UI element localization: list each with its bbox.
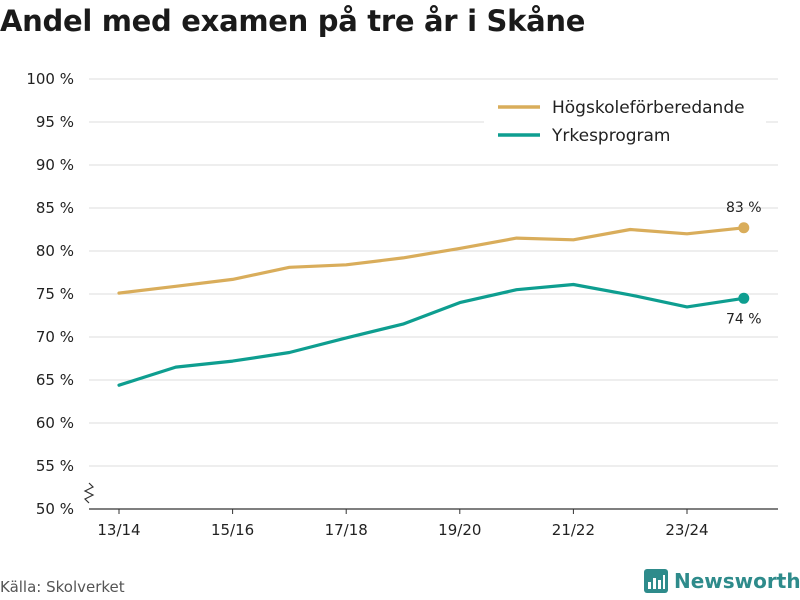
x-tick-label: 15/16: [211, 521, 254, 539]
newsworthy-logo-icon: [644, 569, 668, 593]
series-lines: 83 % 74 %: [117, 200, 762, 387]
y-tick-label: 95 %: [36, 113, 74, 131]
chart-title: Andel med examen på tre år i Skåne: [0, 4, 586, 38]
y-tick-label: 100 %: [26, 70, 74, 88]
end-point-marker: [738, 222, 750, 234]
y-tick-label: 55 %: [36, 457, 74, 475]
y-tick-label: 85 %: [36, 199, 74, 217]
x-axis: [83, 482, 778, 510]
x-tick-label: 13/14: [97, 521, 140, 539]
x-axis-ticks: 13/14 15/16 17/18 19/20 21/22 23/24: [97, 509, 709, 539]
end-value-label: 83 %: [726, 200, 762, 216]
y-tick-label: 50 %: [36, 500, 74, 518]
legend-background: [484, 92, 766, 154]
x-tick-label: 17/18: [325, 521, 368, 539]
series-line-yrkesprogram: [117, 282, 746, 387]
gridlines: [89, 78, 778, 467]
legend-label: Yrkesprogram: [551, 126, 671, 146]
y-tick-label: 60 %: [36, 414, 74, 432]
y-axis-ticks: 50 % 55 % 60 % 65 % 70 % 75 % 80 % 85 % 90 % 95 %…: [26, 70, 74, 518]
brand-name: Newsworthy: [674, 569, 800, 593]
y-tick-label: 90 %: [36, 156, 74, 174]
x-tick-label: 23/24: [665, 521, 708, 539]
y-tick-label: 65 %: [36, 371, 74, 389]
axis-break-icon: [83, 482, 95, 504]
y-tick-label: 80 %: [36, 242, 74, 260]
series-line-hogskoleforberedande: [117, 226, 746, 295]
end-value-label: 74 %: [726, 311, 762, 327]
end-point-marker: [738, 292, 750, 304]
legend: Högskoleförberedande Yrkesprogram: [484, 92, 766, 154]
y-tick-label: 75 %: [36, 285, 74, 303]
legend-label: Högskoleförberedande: [552, 98, 745, 118]
y-tick-label: 70 %: [36, 328, 74, 346]
brand-logo: Newsworthy: [644, 569, 800, 593]
x-tick-label: 19/20: [438, 521, 481, 539]
source-note: Källa: Skolverket: [0, 578, 125, 596]
x-tick-label: 21/22: [552, 521, 595, 539]
